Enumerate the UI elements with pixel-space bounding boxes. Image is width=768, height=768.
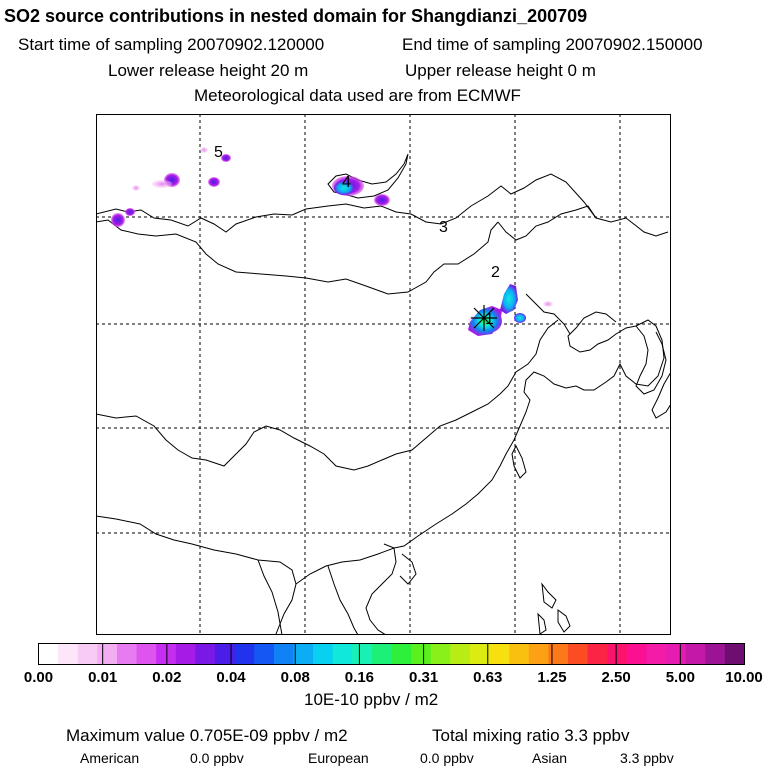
start-time-label: Start time of sampling 20070902.120000 xyxy=(18,35,325,54)
colorbar-cell xyxy=(313,643,334,665)
asian-label: Asian xyxy=(532,750,568,766)
colorbar-cell xyxy=(293,643,314,665)
colorbar-cell xyxy=(646,643,667,665)
colorbar-cell xyxy=(705,643,726,665)
graticule xyxy=(96,114,671,635)
colorbar-unit-label: 10E-10 ppbv / m2 xyxy=(304,690,439,709)
colorbar-cell xyxy=(58,643,79,665)
total-mixing-label: Total mixing ratio 3.3 ppbv xyxy=(432,726,630,745)
colorbar-cell xyxy=(97,643,118,665)
end-time-label: End time of sampling 20070902.150000 xyxy=(402,35,703,54)
colorbar-cell xyxy=(685,643,706,665)
colorbar-cell xyxy=(332,643,353,665)
colorbar-cell xyxy=(450,643,471,665)
colorbar-cell xyxy=(38,643,59,665)
colorbar-cell xyxy=(77,643,98,665)
met-data-label: Meteorological data used are from ECMWF xyxy=(194,86,521,105)
colorbar-cell xyxy=(724,643,745,665)
map-panel: 1 2 3 4 5 xyxy=(96,114,671,635)
colorbar-cell xyxy=(175,643,196,665)
colorbar-cell xyxy=(254,643,275,665)
asian-value: 3.3 ppbv xyxy=(620,750,674,766)
marker-4: 4 xyxy=(342,174,351,191)
american-label: American xyxy=(80,750,140,766)
colorbar-cell xyxy=(607,643,628,665)
colorbar-cell xyxy=(568,643,589,665)
upper-release-label: Upper release height 0 m xyxy=(405,61,596,80)
colorbar-tick-label: 0.04 xyxy=(216,669,246,686)
max-value-label: Maximum value 0.705E-09 ppbv / m2 xyxy=(66,726,348,745)
marker-3: 3 xyxy=(439,219,448,236)
map-boundaries xyxy=(96,153,671,635)
colorbar-cell xyxy=(489,643,510,665)
colorbar-tick-label: 2.50 xyxy=(601,669,631,686)
colorbar-cell xyxy=(528,643,549,665)
colorbar-cell xyxy=(116,643,137,665)
colorbar-tick-label: 0.16 xyxy=(344,669,375,686)
colorbar-cell xyxy=(469,643,490,665)
marker-1: 1 xyxy=(485,311,494,328)
colorbar-cell xyxy=(626,643,647,665)
colorbar-cell xyxy=(156,643,177,665)
colorbar-tick-label: 10.00 xyxy=(725,669,763,686)
colorbar-cell xyxy=(215,643,236,665)
colorbar-tick-label: 1.25 xyxy=(537,669,567,686)
european-label: European xyxy=(308,750,369,766)
colorbar-cell xyxy=(666,643,687,665)
colorbar-tick-label: 0.02 xyxy=(152,669,182,686)
colorbar-tick-label: 0.31 xyxy=(408,669,439,686)
colorbar-cell xyxy=(430,643,451,665)
plot-title: SO2 source contributions in nested domai… xyxy=(4,6,588,26)
colorbar-cell xyxy=(371,643,392,665)
colorbar-tick-label: 5.00 xyxy=(665,669,695,686)
colorbar-cell xyxy=(195,643,216,665)
colorbar-cell xyxy=(391,643,412,665)
colorbar-tick-label: 0.01 xyxy=(88,669,118,686)
american-value: 0.0 ppbv xyxy=(190,750,244,766)
colorbar-cell xyxy=(548,643,569,665)
colorbar-cell xyxy=(587,643,608,665)
colorbar-cell xyxy=(352,643,373,665)
colorbar-tick-label: 0.63 xyxy=(473,669,503,686)
colorbar-tick-label: 0.08 xyxy=(280,669,310,686)
colorbar xyxy=(38,643,745,665)
marker-5: 5 xyxy=(214,144,223,161)
lower-release-label: Lower release height 20 m xyxy=(108,61,309,80)
colorbar-tick-label: 0.00 xyxy=(23,669,54,686)
marker-2: 2 xyxy=(491,264,500,281)
colorbar-cell xyxy=(509,643,530,665)
map-frame xyxy=(96,114,671,635)
colorbar-cell xyxy=(411,643,432,665)
colorbar-cell xyxy=(234,643,255,665)
european-value: 0.0 ppbv xyxy=(420,750,474,766)
colorbar-cell xyxy=(273,643,294,665)
station-marker-icon xyxy=(471,305,497,331)
colorbar-cell xyxy=(136,643,157,665)
